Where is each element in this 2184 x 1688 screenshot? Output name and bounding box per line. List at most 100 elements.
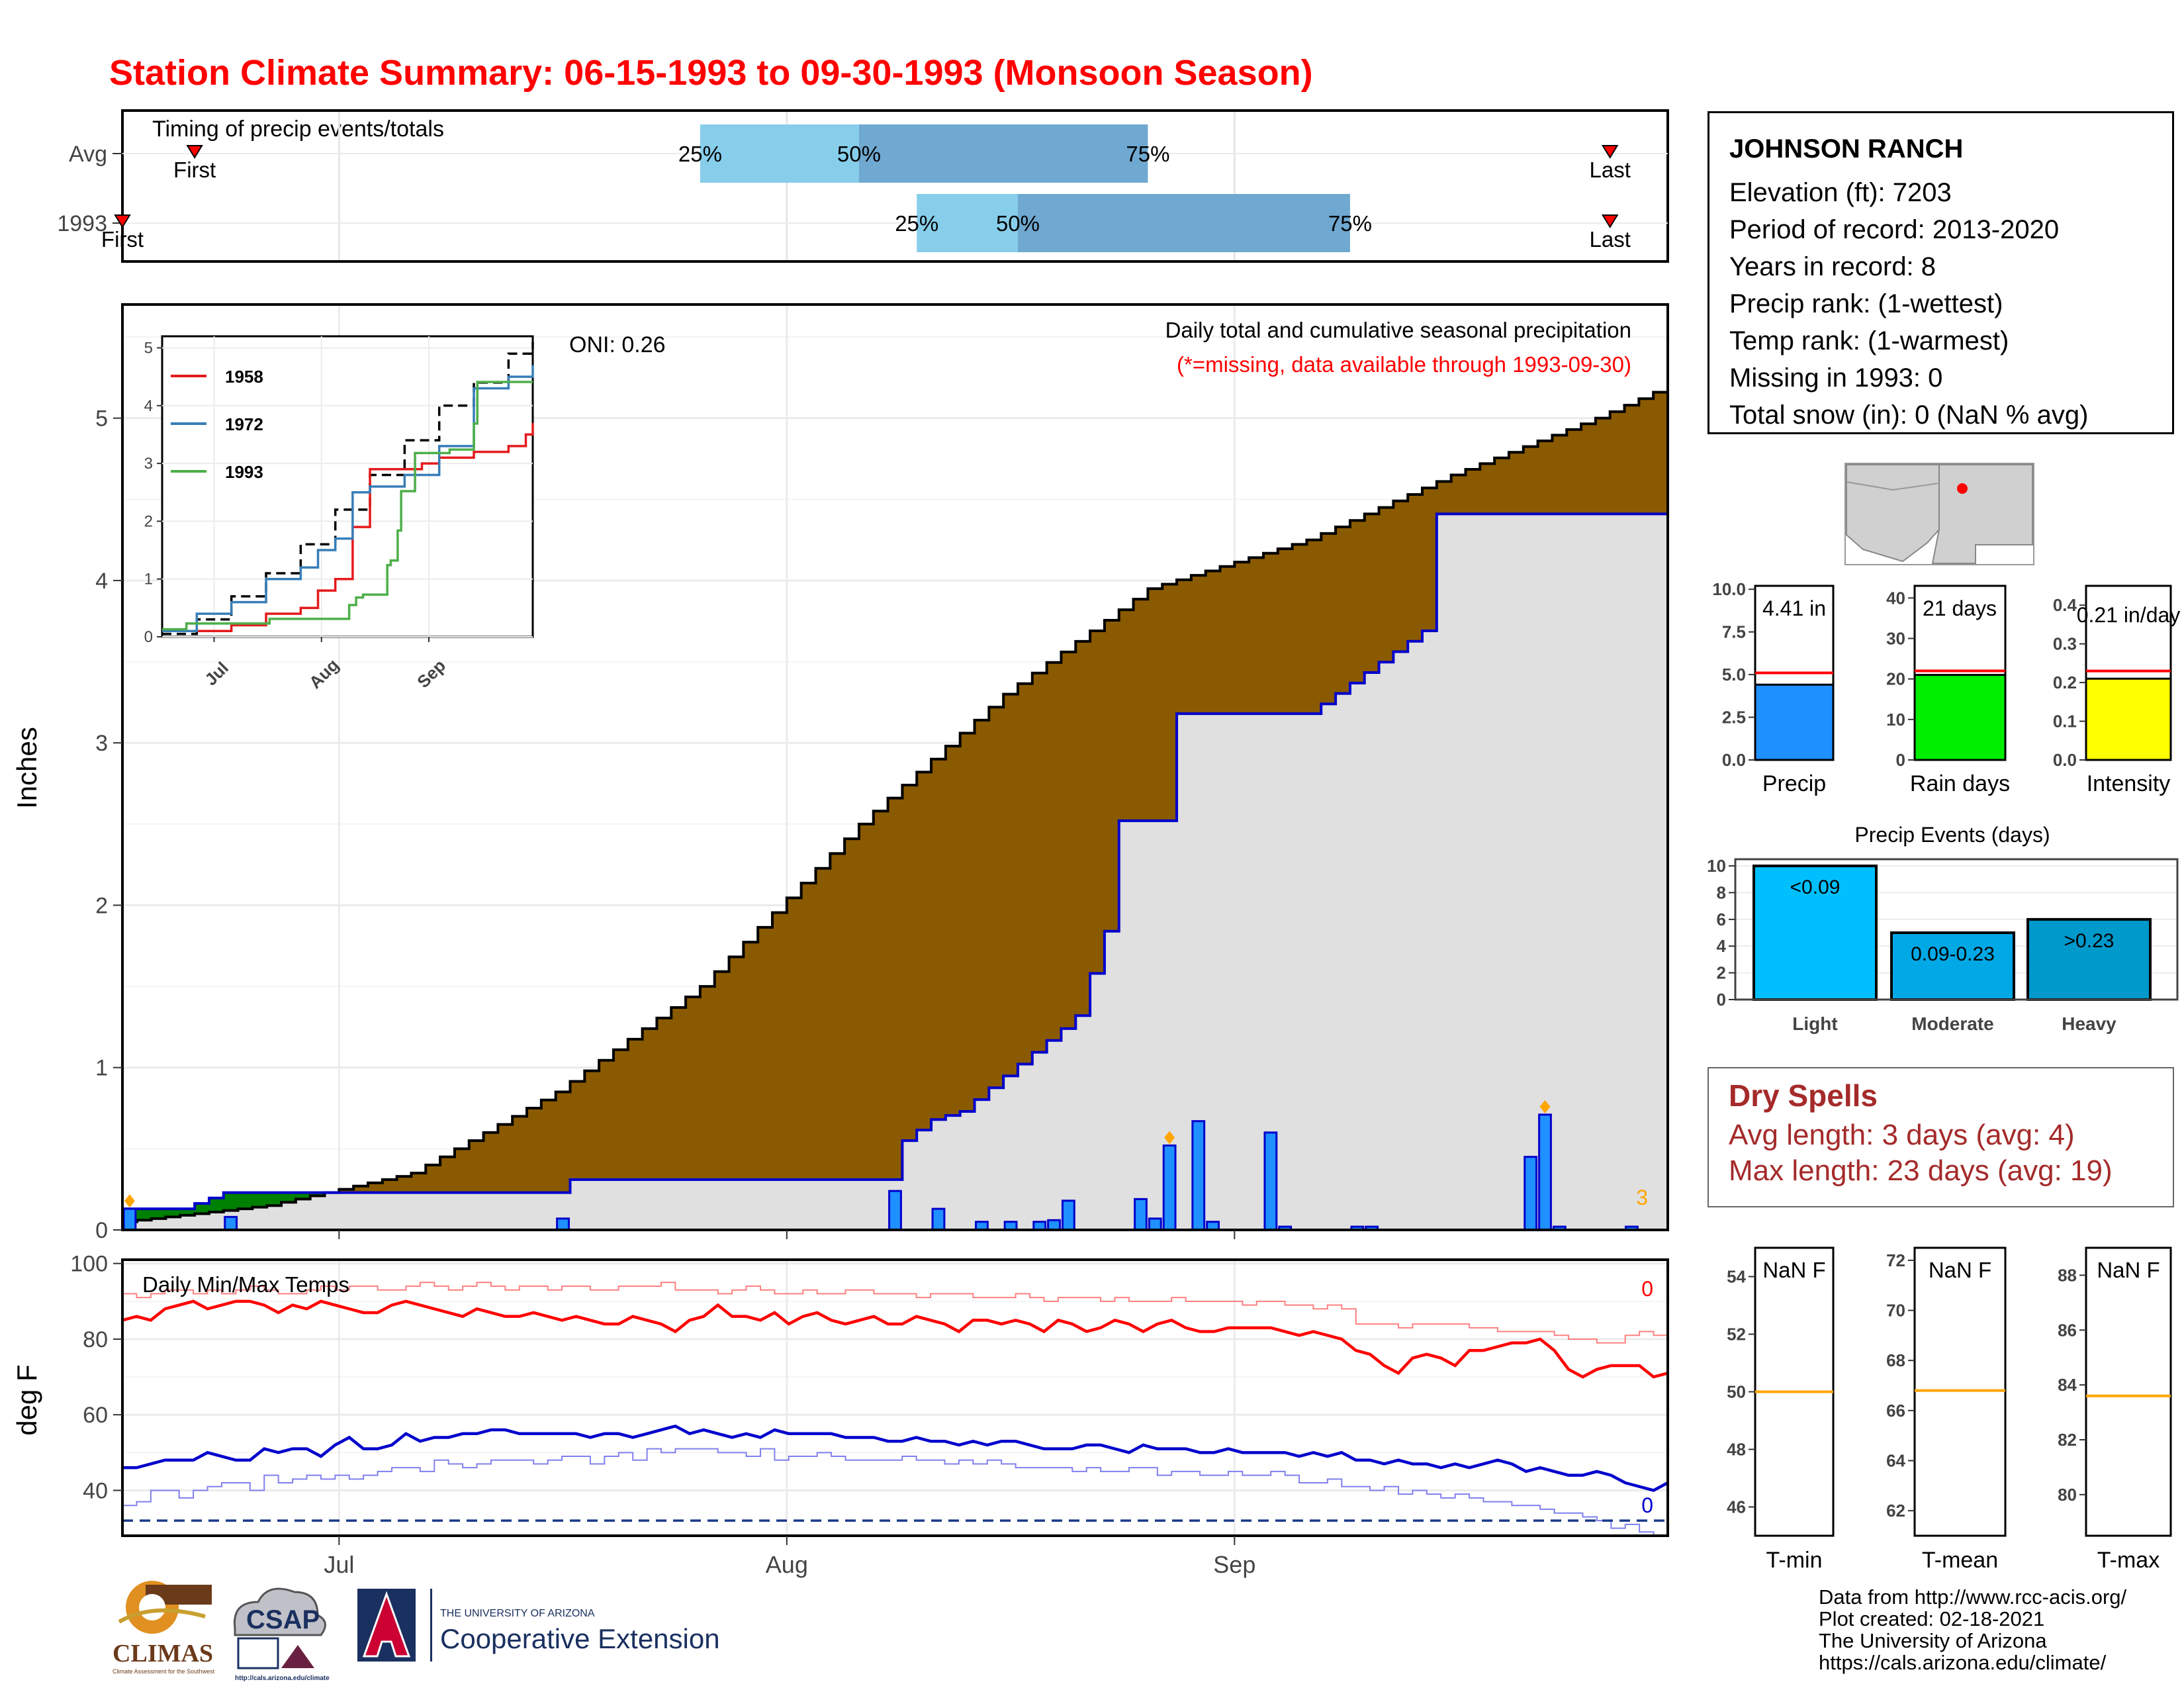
temp-summary-category: T-mean xyxy=(1922,1548,1998,1573)
ua-big: Cooperative Extension xyxy=(440,1623,720,1654)
summary-ytick-label: 0.4 xyxy=(2053,595,2077,615)
summary-ytick-label: 0.3 xyxy=(2053,634,2077,654)
summary-ytick-label: 20 xyxy=(1886,669,1905,689)
climas-sub: Climate Assessment for the Southwest xyxy=(113,1668,215,1675)
inset-ytick-label: 1 xyxy=(144,571,153,588)
precip-panel: Inches 0 1 2 3 4 5 Daily total and cumulative … xyxy=(11,303,1669,1243)
events-ytick-label: 0 xyxy=(1717,990,1726,1009)
timing-p25-label: 25% xyxy=(895,211,938,236)
temp-summary-ytick-label: 54 xyxy=(1727,1267,1746,1287)
precip-ytick-label: 4 xyxy=(95,569,108,594)
summary-value-label: 0.21 in/day xyxy=(2077,603,2181,627)
temp-ytick-label: 80 xyxy=(83,1327,108,1352)
credit-line: The University of Arizona xyxy=(1819,1629,2047,1652)
climas-logo: CLIMAS Climate Assessment for the Southw… xyxy=(113,1581,215,1675)
temp-xtick-label: Jul xyxy=(324,1551,354,1578)
credit-line: Data from http://www.rcc-acis.org/ xyxy=(1819,1585,2127,1609)
temp-summary-label: NaN F xyxy=(1929,1258,1991,1282)
temp-summary-ytick-label: 84 xyxy=(2058,1375,2077,1395)
timing-bar-25-50 xyxy=(917,194,1018,252)
temp-summary-category: T-min xyxy=(1766,1548,1823,1573)
timing-last-marker xyxy=(1601,214,1619,228)
timing-last-marker xyxy=(1601,145,1619,159)
csap-text: CSAP xyxy=(246,1605,320,1634)
temp-summary-ytick-label: 68 xyxy=(1886,1350,1905,1370)
daily-precip-bar xyxy=(1061,1199,1075,1231)
main-ylabel: Inches xyxy=(11,727,42,809)
station-info-box: JOHNSON RANCH Elevation (ft): 7203 Perio… xyxy=(1707,111,2174,434)
summary-ytick-label: 40 xyxy=(1886,588,1905,608)
page-title: Station Climate Summary: 06-15-1993 to 0… xyxy=(109,53,1313,93)
inset-ytick-label: 4 xyxy=(144,397,153,415)
summary-ytick-label: 0.1 xyxy=(2053,712,2077,731)
inset-ytick-label: 0 xyxy=(144,628,153,646)
timing-first-marker xyxy=(186,145,203,159)
climas-text: CLIMAS xyxy=(113,1640,213,1667)
credit-line: Plot created: 02-18-2021 xyxy=(1819,1607,2045,1630)
dry-spells-avg: Avg length: 3 days (avg: 4) xyxy=(1729,1119,2075,1151)
temp-summary-panel: NaN F 46 48 50 52 54 T-min NaN F 62 64 66 68 70 72 T-m… xyxy=(1727,1246,2172,1573)
daily-precip-bar xyxy=(556,1217,570,1231)
daily-precip-bar xyxy=(224,1215,238,1231)
summary-bar xyxy=(2085,677,2172,761)
event-category: Light xyxy=(1792,1013,1837,1034)
timing-bar-50-75 xyxy=(858,124,1148,183)
summary-value-label: 21 days xyxy=(1923,596,1997,620)
inset-legend-label: 1958 xyxy=(225,367,263,387)
temp-series-line xyxy=(122,1299,1668,1379)
temp-ytick-label: 100 xyxy=(70,1252,108,1277)
precip-ytick-label: 3 xyxy=(95,731,108,756)
event-bar-label: >0.23 xyxy=(2064,930,2115,952)
events-ytick-label: 8 xyxy=(1717,882,1726,902)
summary-category: Precip xyxy=(1762,771,1826,796)
inset-series-line xyxy=(162,381,533,631)
missing-count: 3 xyxy=(1636,1186,1648,1209)
event-bar xyxy=(2026,917,2152,1002)
logos-row: CLIMAS Climate Assessment for the Southw… xyxy=(113,1581,720,1681)
temp-xtick-label: Sep xyxy=(1213,1551,1255,1578)
credit-line: https://cals.arizona.edu/climate/ xyxy=(1819,1651,2107,1674)
inset-series-line xyxy=(162,422,534,633)
daily-precip-bar xyxy=(1148,1217,1162,1231)
daily-precip-bar xyxy=(1134,1197,1148,1231)
events-title: Precip Events (days) xyxy=(1854,823,2050,847)
temp-title: Daily Min/Max Temps xyxy=(142,1272,349,1297)
temp-summary-ytick-label: 48 xyxy=(1727,1440,1746,1460)
timing-p75-label: 75% xyxy=(1126,142,1169,166)
timing-bar-25-50 xyxy=(700,124,859,183)
precip-events-panel: Precip Events (days) <0.09 Light 0.09-0.23… xyxy=(1707,823,2179,1034)
info-line: Temp rank: (1-warmest) xyxy=(1729,326,2009,355)
temp-summary-ytick-label: 72 xyxy=(1886,1250,1905,1270)
csap-logo: CSAP http://cals.arizona.edu/climate xyxy=(233,1587,330,1681)
daily-precip-bar xyxy=(1263,1131,1278,1231)
precip-plot-frame xyxy=(121,303,1669,1231)
observed-cumulative-area xyxy=(122,514,1668,1231)
info-line: Period of record: 2013-2020 xyxy=(1729,215,2060,244)
timing-bar-50-75 xyxy=(1017,194,1350,252)
daily-precip-bar xyxy=(931,1207,946,1231)
summary-ytick-label: 30 xyxy=(1886,629,1905,649)
summary-category: Intensity xyxy=(2087,771,2171,796)
station-name: JOHNSON RANCH xyxy=(1729,134,1964,164)
event-category: Moderate xyxy=(1911,1013,1993,1034)
event-bar xyxy=(1890,931,2015,1001)
location-map xyxy=(1844,463,2034,565)
timing-first-label: First xyxy=(101,227,144,252)
missing-annotation: (*=missing, data available through 1993-… xyxy=(1177,352,1631,377)
daily-precip-bar xyxy=(1162,1144,1177,1231)
event-bar xyxy=(1752,865,1878,1001)
temp-summary-ytick-label: 46 xyxy=(1727,1497,1746,1517)
daily-precip-bar xyxy=(1191,1120,1206,1231)
timing-panel: Timing of precip events/totals Avg 25% 50%… xyxy=(57,109,1669,263)
summary-ytick-label: 2.5 xyxy=(1722,708,1746,727)
timing-p50-label: 50% xyxy=(996,211,1040,236)
summary-bar xyxy=(1754,683,1835,761)
station-marker xyxy=(1957,483,1968,494)
temp-summary-ytick-label: 50 xyxy=(1727,1382,1746,1402)
temp-summary-label: NaN F xyxy=(1762,1258,1825,1282)
csap-url: http://cals.arizona.edu/climate xyxy=(235,1675,330,1681)
temp-summary-category: T-max xyxy=(2097,1548,2160,1573)
temp-panel: deg F Daily Min/Max Temps 0 0 40 60 80 100 Jul A… xyxy=(11,1252,1669,1578)
temp-ytick-label: 40 xyxy=(83,1478,108,1503)
temp-summary-ytick-label: 88 xyxy=(2058,1265,2077,1285)
